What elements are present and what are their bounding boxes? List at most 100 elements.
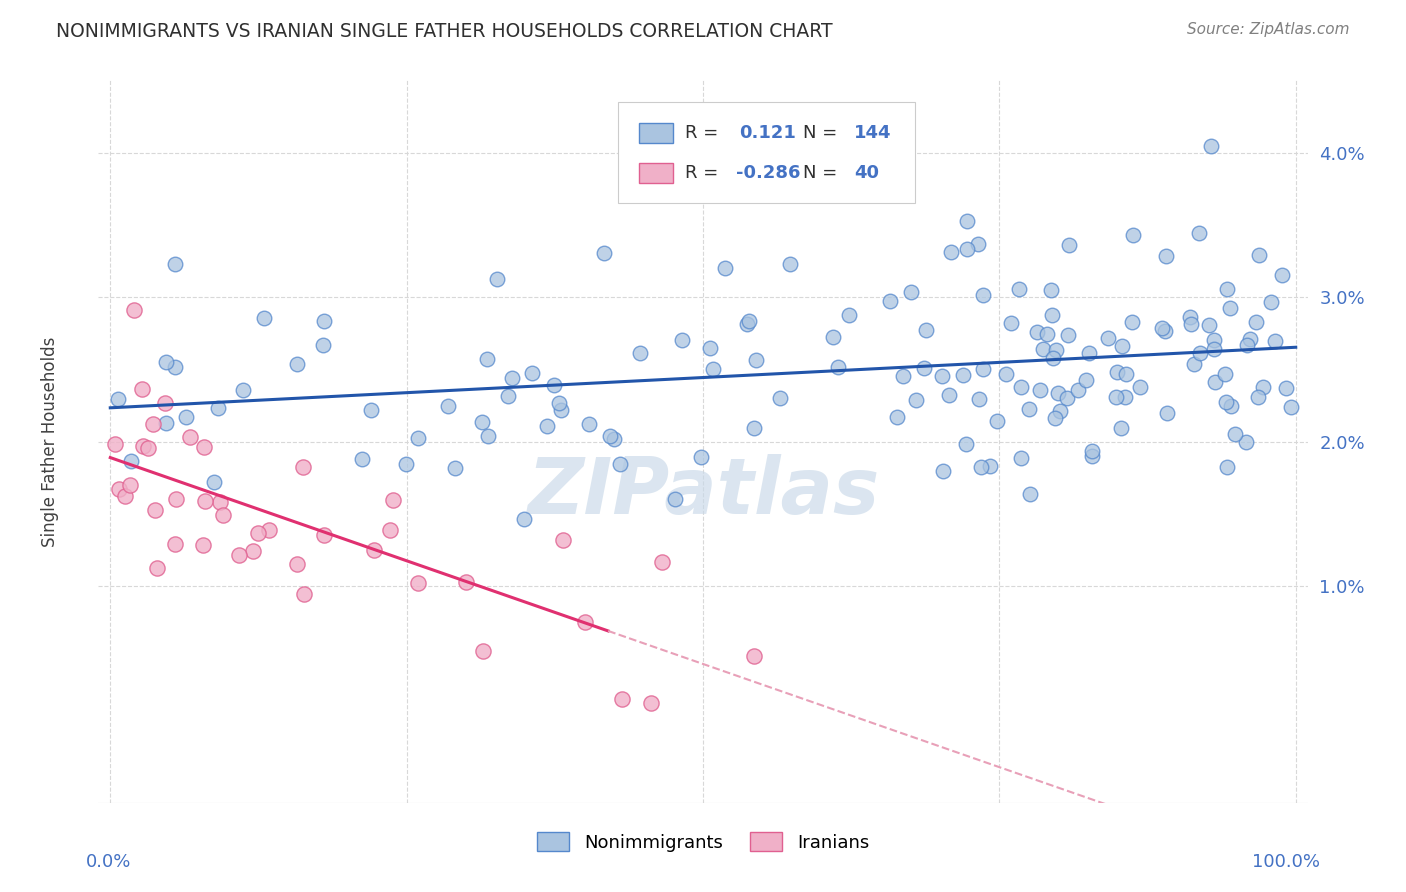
Point: [714, 260, 737, 275]
Point: [285, 358, 308, 372]
Point: [823, 330, 845, 344]
Point: [501, 370, 523, 384]
Point: [972, 288, 994, 302]
Point: [1008, 282, 1031, 296]
Point: [312, 314, 335, 328]
Point: [986, 414, 1008, 428]
Point: [444, 461, 467, 475]
Point: [395, 458, 418, 472]
Point: [163, 359, 186, 374]
Point: [1251, 380, 1274, 394]
Point: [609, 457, 631, 471]
Point: [257, 523, 280, 537]
Point: [967, 392, 990, 407]
Point: [143, 502, 166, 516]
Point: [193, 440, 215, 454]
Point: [208, 494, 231, 508]
Point: [122, 303, 145, 318]
Point: [352, 452, 374, 467]
Point: [114, 489, 136, 503]
Point: [699, 341, 721, 355]
Point: [1215, 395, 1237, 409]
Point: [520, 366, 543, 380]
Point: [1049, 404, 1071, 418]
Point: [1121, 315, 1143, 329]
Point: [1042, 351, 1064, 366]
Point: [1105, 390, 1128, 404]
Point: [513, 512, 536, 526]
Point: [456, 575, 478, 590]
Point: [380, 523, 402, 537]
Point: [107, 482, 129, 496]
Point: [212, 508, 235, 522]
Text: -0.286: -0.286: [735, 164, 800, 182]
Point: [1244, 315, 1267, 329]
Point: [165, 257, 187, 271]
Point: [228, 548, 250, 562]
Point: [1010, 451, 1032, 466]
Point: [995, 368, 1018, 382]
Point: [1180, 317, 1202, 331]
Point: [979, 458, 1001, 473]
Point: [1234, 434, 1257, 449]
Text: 0.121: 0.121: [740, 124, 796, 142]
Point: [1059, 238, 1081, 252]
Point: [553, 533, 575, 547]
Text: NONIMMIGRANTS VS IRANIAN SINGLE FATHER HOUSEHOLDS CORRELATION CHART: NONIMMIGRANTS VS IRANIAN SINGLE FATHER H…: [56, 22, 832, 41]
Point: [543, 377, 565, 392]
Point: [1223, 427, 1246, 442]
Point: [1097, 331, 1119, 345]
Point: [838, 309, 860, 323]
Point: [651, 555, 673, 569]
Point: [536, 418, 558, 433]
Point: [1150, 320, 1173, 334]
Point: [574, 615, 596, 629]
Point: [1279, 401, 1302, 415]
Point: [972, 362, 994, 376]
Point: [471, 415, 494, 429]
Point: [253, 311, 276, 326]
Point: [408, 431, 430, 445]
Point: [1178, 310, 1201, 325]
Point: [312, 338, 335, 352]
Point: [578, 417, 600, 431]
Point: [1129, 380, 1152, 394]
Point: [742, 421, 765, 435]
Point: [593, 246, 616, 260]
Text: R =: R =: [685, 124, 718, 142]
Point: [702, 362, 724, 376]
Point: [738, 314, 761, 328]
Point: [955, 242, 977, 256]
Point: [406, 576, 429, 591]
Point: [485, 272, 508, 286]
Point: [1156, 406, 1178, 420]
Point: [1081, 443, 1104, 458]
Point: [1056, 392, 1078, 406]
Point: [628, 345, 651, 359]
Point: [827, 360, 849, 375]
Point: [496, 389, 519, 403]
Point: [1188, 227, 1211, 241]
Point: [1239, 332, 1261, 346]
Point: [194, 494, 217, 508]
Legend: Nonimmigrants, Iranians: Nonimmigrants, Iranians: [530, 824, 876, 859]
Point: [142, 417, 165, 431]
Point: [232, 383, 254, 397]
Point: [1271, 268, 1294, 283]
Point: [1046, 386, 1069, 401]
Point: [165, 492, 187, 507]
Point: [382, 493, 405, 508]
Point: [904, 393, 927, 408]
Point: [131, 439, 153, 453]
Point: [174, 410, 197, 425]
FancyBboxPatch shape: [619, 102, 915, 203]
Point: [967, 236, 990, 251]
Point: [1216, 460, 1239, 475]
Point: [1220, 399, 1243, 413]
Point: [179, 430, 201, 444]
Point: [191, 537, 214, 551]
Point: [1018, 401, 1040, 416]
Point: [242, 543, 264, 558]
Point: [1000, 316, 1022, 330]
Point: [671, 334, 693, 348]
